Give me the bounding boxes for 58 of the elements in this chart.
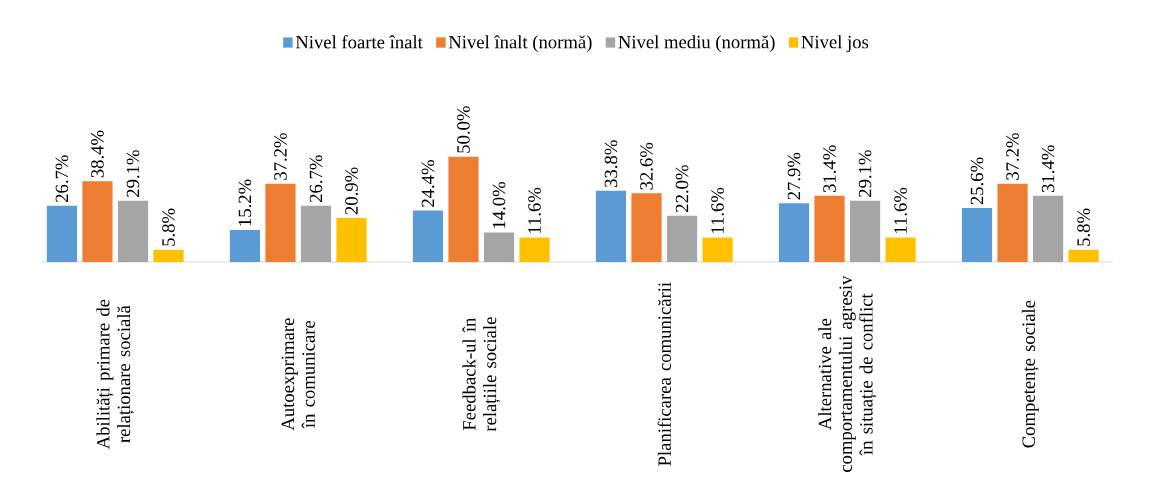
data-label: 29.1% (858, 150, 872, 197)
bar (849, 200, 881, 262)
bar (595, 190, 627, 262)
data-label: 11.6% (894, 187, 907, 233)
data-label: 50.0% (457, 106, 470, 153)
data-label: 27.9% (787, 152, 801, 200)
data-label: 26.7% (309, 155, 323, 203)
data-label: 5.8% (1077, 208, 1090, 246)
bar (153, 249, 184, 262)
bar (814, 195, 845, 262)
bar (412, 210, 444, 262)
bar (46, 205, 78, 262)
data-label: 37.2% (1006, 133, 1019, 180)
data-label: 31.4% (823, 145, 836, 193)
x-tick-label: Autoexprimare în comunicare (281, 318, 315, 431)
x-tick-label: Competențe sociale (1021, 300, 1039, 448)
data-label: 26.7% (55, 155, 69, 203)
data-label: 33.8% (604, 140, 618, 187)
bar (885, 237, 916, 262)
x-tick-label: Feedback-ul în relațiile sociale (462, 317, 501, 432)
legend-label: Nivel mediu (normă) (618, 35, 775, 53)
x-tick-label: Alternative ale comportamentului agresiv în situație de conflict (818, 275, 877, 472)
bar (117, 200, 149, 262)
data-label: 29.1% (126, 150, 140, 197)
data-label: 5.8% (162, 208, 175, 246)
bar (82, 181, 113, 262)
legend-label: Nivel jos (801, 35, 869, 53)
bar (229, 229, 261, 262)
data-label: 31.4% (1041, 145, 1055, 193)
bar (1068, 249, 1099, 262)
data-label: 25.6% (970, 157, 984, 205)
bar (519, 237, 550, 262)
bar (702, 237, 733, 262)
data-label: 11.6% (711, 187, 724, 233)
bar (1032, 195, 1064, 262)
data-label: 24.4% (421, 160, 435, 207)
x-tick-label: Planificarea comunicării (657, 282, 671, 466)
data-label: 22.0% (675, 165, 689, 212)
data-label: 20.9% (345, 167, 358, 215)
bar (997, 183, 1028, 262)
data-label: 38.4% (91, 130, 104, 178)
legend-label: Nivel înalt (normă) (448, 35, 592, 53)
x-tick-label: Abilități primare de relaționare socială (96, 299, 135, 450)
bar (778, 203, 810, 262)
bar (666, 215, 698, 262)
bar (265, 183, 296, 262)
bar (300, 205, 332, 262)
data-label: 32.6% (640, 142, 653, 190)
data-label: 11.6% (528, 187, 541, 233)
bar (961, 208, 993, 262)
data-label: 37.2% (274, 133, 287, 180)
bar (483, 232, 515, 262)
data-label: 15.2% (238, 179, 252, 226)
bar (448, 156, 479, 262)
bar (336, 217, 367, 262)
legend-label: Nivel foarte înalt (295, 35, 423, 49)
data-label: 14.0% (492, 182, 506, 228)
bar (631, 193, 662, 262)
